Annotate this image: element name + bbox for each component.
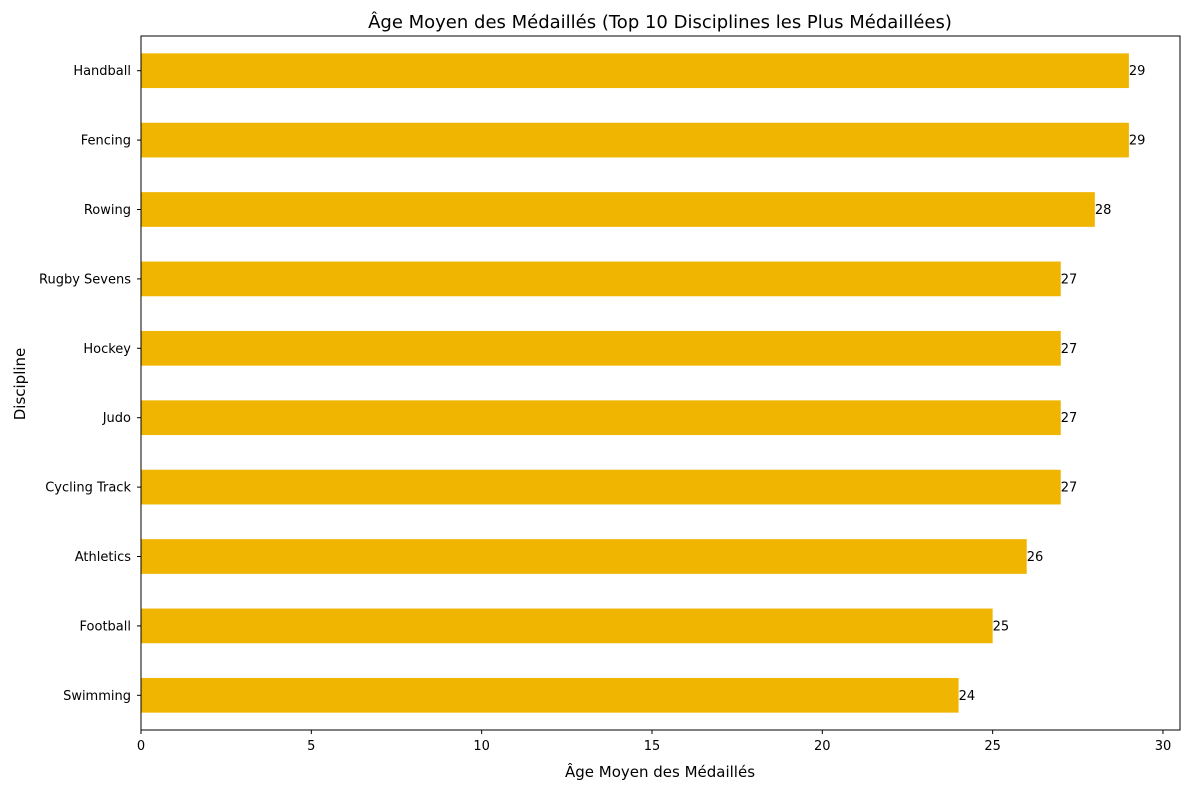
data-label: 27 <box>1061 411 1078 426</box>
data-label: 26 <box>1027 550 1044 565</box>
x-tick-label: 30 <box>1155 739 1172 754</box>
data-label: 28 <box>1095 203 1112 218</box>
y-axis: Handball Fencing Rowing Rugby Sevens Hockey J… <box>39 64 141 704</box>
y-tick-label: Cycling Track <box>45 481 131 496</box>
x-tick-label: 25 <box>984 739 1001 754</box>
y-tick-label: Swimming <box>63 689 131 704</box>
data-label: 24 <box>959 689 976 704</box>
y-tick-label: Judo <box>102 411 131 426</box>
y-tick-label: Handball <box>73 64 131 79</box>
data-label: 27 <box>1061 272 1078 287</box>
bar-swimming <box>141 677 959 713</box>
x-tick-label: 10 <box>473 739 490 754</box>
plot-frame <box>140 35 1181 731</box>
data-label: 27 <box>1061 342 1078 357</box>
chart-title: Âge Moyen des Médaillés (Top 10 Discipli… <box>368 11 952 33</box>
bars-layer <box>141 53 1129 713</box>
y-tick-label: Hockey <box>83 342 131 357</box>
data-label: 29 <box>1129 64 1146 79</box>
plot-border <box>140 35 1181 731</box>
bar-football <box>141 608 993 644</box>
y-tick-label: Athletics <box>75 550 131 565</box>
x-axis-label: Âge Moyen des Médaillés <box>565 762 755 781</box>
data-label: 27 <box>1061 481 1078 496</box>
x-axis: 0 5 10 15 20 25 30 <box>137 730 1171 754</box>
bar-fencing <box>141 122 1129 158</box>
bar-hockey <box>141 330 1061 366</box>
data-label: 25 <box>993 619 1010 634</box>
bar-rugby-sevens <box>141 261 1061 297</box>
y-tick-label: Fencing <box>81 134 131 149</box>
data-label: 29 <box>1129 134 1146 149</box>
y-tick-label: Football <box>80 619 131 634</box>
bar-rowing <box>141 192 1095 227</box>
y-axis-label: Discipline <box>11 348 29 421</box>
y-tick-label: Rugby Sevens <box>39 272 131 287</box>
y-tick-label: Rowing <box>84 203 131 218</box>
bar-athletics <box>141 539 1027 574</box>
bar-handball <box>141 53 1129 89</box>
data-labels-layer: 29 29 28 27 27 27 27 26 25 24 <box>959 64 1146 704</box>
x-tick-label: 5 <box>307 739 315 754</box>
x-tick-label: 0 <box>137 739 145 754</box>
bar-cycling-track <box>141 469 1061 505</box>
bar-judo <box>141 400 1061 436</box>
x-tick-label: 15 <box>644 739 661 754</box>
x-tick-label: 20 <box>814 739 831 754</box>
